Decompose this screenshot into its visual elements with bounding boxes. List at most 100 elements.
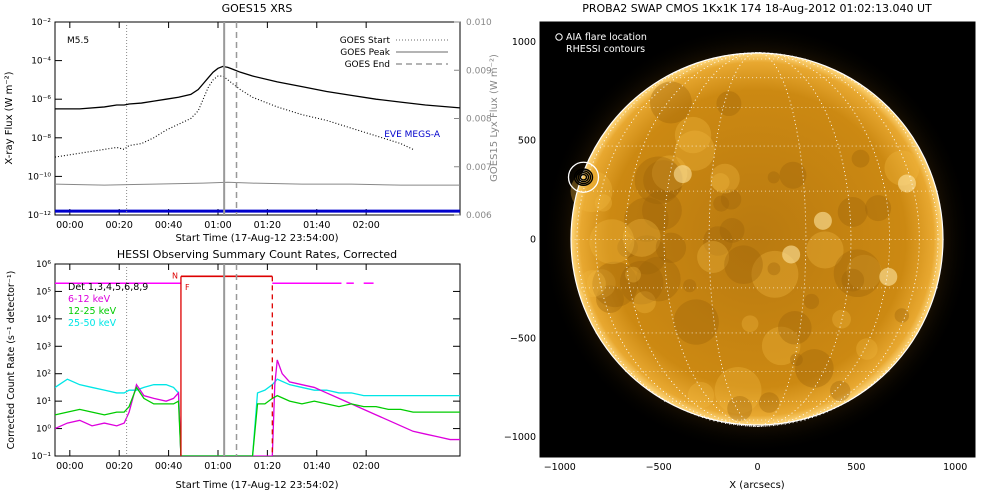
goes-legend-label: GOES End: [345, 60, 390, 70]
goes-right-ytick-label: 0.010: [466, 18, 492, 28]
active-region: [897, 174, 916, 193]
solar-feature: [655, 232, 687, 263]
goes-legend-label: GOES Start: [340, 36, 391, 46]
goes-ytick-label: 10⁻⁶: [31, 95, 51, 105]
flare-markers: [567, 161, 600, 193]
goes-ylabel-right: GOES15 Lyx Flux (W m⁻²): [489, 54, 500, 182]
solar-feature: [687, 382, 715, 409]
swap-ytick-label: 500: [518, 136, 536, 147]
goes-panel: GOES15 XRS 00:00 00:20 00:40 01:00 01:20 01:4…: [4, 2, 500, 244]
hessi-ylabel: Corrected Count Rate (s⁻¹ detector⁻¹): [6, 271, 17, 450]
swap-xtick-label: 500: [847, 462, 865, 473]
solar-feature: [697, 241, 730, 273]
hessi-ytick-label: 10³: [36, 342, 51, 352]
solar-feature: [894, 308, 910, 323]
rhessi-legend-icon: [555, 45, 563, 53]
hessi-xlabel: Start Time (17-Aug-12 23:54:02): [175, 480, 338, 491]
swap-xtick-label: 0: [754, 462, 760, 473]
solar-feature: [592, 261, 638, 308]
solar-feature: [622, 218, 661, 257]
solar-feature: [767, 171, 780, 184]
hessi-series-12-25-keV: [55, 386, 460, 456]
solar-limb: [570, 52, 944, 426]
solar-feature: [714, 366, 762, 414]
longitude-line: [708, 52, 807, 427]
hessi-xtick-label: 01:20: [254, 461, 281, 472]
goes-ytick-label: 10⁻¹⁰: [28, 172, 52, 182]
hessi-ytick-label: 10⁵: [36, 287, 51, 297]
solar-feature: [633, 291, 656, 314]
solar-feature: [617, 236, 638, 258]
solar-feature: [703, 226, 733, 256]
hessi-flag-n: N: [172, 271, 178, 280]
goes-ylabel: X-ray Flux (W m⁻²): [4, 71, 15, 164]
solar-feature: [625, 266, 641, 283]
solar-feature: [634, 156, 683, 205]
swap-panel: PROBA2 SWAP CMOS 1Kx1K 174 18-Aug-2012 0…: [504, 2, 976, 491]
solar-feature: [856, 338, 878, 360]
solar-feature: [619, 260, 664, 305]
solar-feature: [720, 189, 742, 210]
solar-feature: [758, 392, 780, 413]
goes-flare-class: M5.5: [67, 36, 89, 46]
solar-feature: [846, 254, 882, 291]
goes-ytick-label: 10⁻⁸: [31, 134, 51, 144]
solar-feature: [589, 219, 635, 265]
goes-lines: [55, 22, 460, 215]
rhessi-contour: [575, 170, 592, 185]
active-region: [813, 211, 832, 230]
solar-feature: [711, 173, 730, 192]
goes-xtick-label: 01:00: [204, 220, 231, 231]
hessi-ytick-label: 10⁻¹: [31, 452, 51, 462]
goes-xtick-label: 00:00: [56, 220, 83, 231]
solar-feature: [724, 245, 763, 285]
solar-feature: [596, 285, 624, 314]
swap-ytick-label: 1000: [512, 37, 536, 48]
aia-legend-icon: [555, 33, 563, 41]
solar-feature: [841, 268, 865, 292]
solar-feature: [710, 163, 740, 194]
solar-feature: [674, 116, 712, 154]
goes-title: GOES15 XRS: [222, 2, 293, 15]
swap-ytick-label: −500: [510, 333, 536, 344]
solar-feature: [719, 218, 745, 243]
swap-xlabel: X (arcsecs): [729, 480, 785, 491]
solar-feature: [865, 195, 892, 222]
active-region: [673, 165, 692, 184]
solar-feature: [649, 81, 692, 124]
hessi-ytick-label: 10⁰: [36, 425, 51, 435]
goes-series-long: [55, 65, 460, 110]
solar-feature: [624, 197, 669, 242]
solar-feature: [674, 130, 715, 171]
solar-feature: [832, 309, 851, 329]
aia-flare-circle: [567, 161, 600, 193]
rhessi-contour: [579, 173, 588, 181]
solar-feature: [713, 195, 730, 212]
hessi-xtick-label: 01:40: [303, 461, 330, 472]
hessi-legend-band_6_12: 6-12 keV: [68, 294, 111, 305]
solar-feature: [683, 279, 697, 293]
solar-feature: [642, 190, 682, 231]
hessi-title: HESSI Observing Summary Count Rates, Cor…: [117, 248, 397, 261]
solar-feature: [806, 231, 844, 269]
swap-ytick-label: −1000: [504, 432, 536, 443]
solar-feature: [751, 250, 799, 298]
goes-series-short: [55, 75, 414, 158]
goes-ticks: 00:00 00:20 00:40 01:00 01:20 01:40 02:00 10⁻¹²…: [28, 18, 492, 231]
hessi-xtick-label: 02:00: [352, 461, 379, 472]
solar-feature: [767, 262, 781, 276]
solar-feature: [578, 270, 606, 298]
hessi-legend-band_25_50: 25-50 keV: [68, 318, 117, 329]
solar-feature: [727, 396, 753, 421]
swap-title: PROBA2 SWAP CMOS 1Kx1K 174 18-Aug-2012 0…: [582, 2, 932, 15]
hessi-series-6-12-keV: [55, 359, 460, 456]
goes-ytick-label: 10⁻²: [31, 18, 51, 28]
hessi-legend-det: Det 1,3,4,5,6,8,9: [68, 282, 148, 293]
solar-feature: [716, 91, 742, 117]
goes-right-ytick-label: 0.008: [466, 115, 492, 125]
goes-xlabel: Start Time (17-Aug-12 23:54:00): [175, 233, 338, 244]
hessi-xtick-label: 00:00: [56, 461, 83, 472]
